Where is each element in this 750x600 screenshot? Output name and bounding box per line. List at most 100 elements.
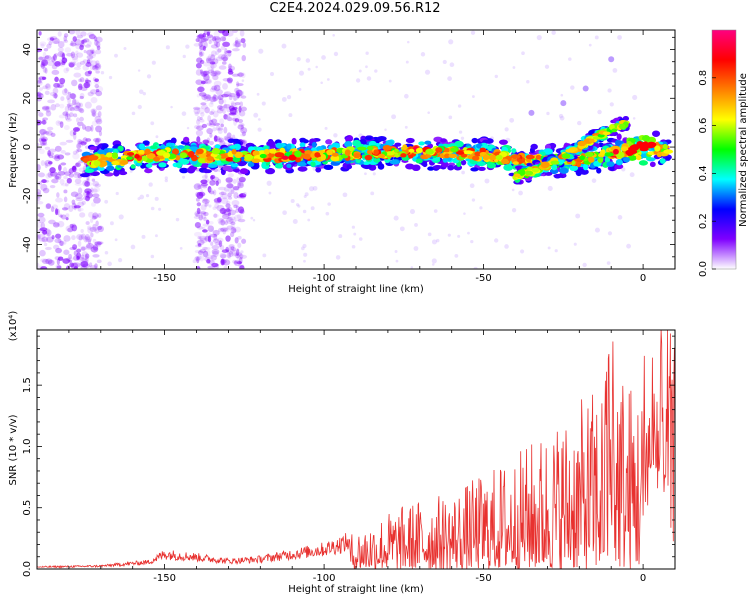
noise-blob — [203, 74, 210, 81]
noise-blob — [239, 193, 247, 198]
noise-blob — [59, 121, 64, 128]
noise-blob — [75, 197, 84, 202]
noise-blob — [57, 31, 62, 37]
noise-blob — [221, 249, 229, 253]
noise-blob — [72, 98, 77, 106]
noise-blob — [210, 68, 215, 75]
noise-blob — [57, 120, 64, 125]
noise-blob — [229, 246, 233, 252]
background-speckle — [484, 178, 490, 184]
background-speckle — [130, 244, 136, 250]
noise-blob — [241, 72, 246, 79]
noise-blob — [69, 262, 75, 268]
main-trace-blob — [294, 150, 302, 158]
noise-blob — [211, 118, 218, 124]
noise-blob — [59, 214, 63, 218]
noise-blob — [60, 162, 67, 166]
noise-blob — [197, 86, 205, 93]
background-speckle — [558, 113, 564, 119]
noise-blob — [57, 46, 64, 53]
noise-blob — [81, 251, 88, 257]
noise-blob — [225, 30, 234, 37]
background-speckle — [114, 53, 118, 58]
background-speckle — [208, 204, 212, 208]
noise-blob — [84, 233, 90, 241]
noise-blob — [37, 147, 42, 151]
noise-blob — [37, 48, 43, 53]
noise-blob — [63, 33, 69, 38]
noise-blob — [200, 51, 205, 57]
background-speckle — [107, 261, 112, 267]
noise-blob — [236, 213, 244, 220]
noise-blob — [85, 195, 90, 202]
noise-blob — [196, 202, 202, 207]
noise-blob — [202, 71, 208, 77]
snr-y-tick-label: 1.0 — [22, 438, 33, 454]
noise-blob — [71, 199, 76, 205]
noise-blob — [95, 36, 103, 43]
noise-blob — [218, 191, 227, 196]
noise-blob — [56, 192, 60, 198]
secondary-trace-blob — [544, 171, 553, 176]
noise-blob — [214, 203, 220, 209]
noise-blob — [225, 208, 231, 213]
noise-blob — [81, 233, 86, 240]
noise-blob — [83, 49, 87, 54]
noise-blob — [235, 205, 240, 210]
main-trace-blob — [400, 153, 407, 158]
noise-blob — [72, 55, 79, 63]
noise-blob — [236, 195, 243, 199]
noise-blob — [195, 129, 204, 137]
noise-blob — [218, 227, 225, 233]
noise-blob — [72, 150, 78, 155]
noise-blob — [38, 137, 43, 143]
noise-blob — [227, 173, 234, 178]
main-trace-blob — [211, 147, 221, 155]
noise-blob — [200, 212, 207, 220]
main-trace-blob — [362, 161, 371, 166]
noise-blob — [79, 77, 85, 83]
noise-blob — [210, 241, 214, 246]
main-trace-blob — [93, 160, 101, 167]
noise-blob — [227, 216, 232, 223]
noise-blob — [97, 111, 102, 118]
upper-trace-point — [560, 100, 567, 107]
main-trace-blob — [288, 154, 297, 161]
noise-blob — [63, 249, 70, 255]
background-speckle — [115, 191, 119, 196]
noise-blob — [53, 82, 60, 88]
noise-blob — [232, 42, 237, 47]
main-trace-blob — [225, 157, 235, 162]
colorbar-tick-label: 0.2 — [698, 213, 709, 229]
main-trace-blob — [559, 167, 569, 174]
noise-blob — [200, 70, 208, 77]
background-speckle — [203, 252, 209, 258]
main-trace-blob — [635, 154, 642, 161]
noise-blob — [220, 254, 227, 259]
noise-blob — [42, 66, 47, 73]
noise-blob — [54, 238, 62, 244]
main-trace-blob — [142, 140, 150, 146]
noise-blob — [200, 104, 209, 110]
noise-blob — [80, 265, 88, 269]
noise-blob — [79, 257, 87, 261]
noise-blob — [197, 236, 202, 240]
background-speckle — [526, 80, 530, 84]
background-speckle — [632, 94, 638, 100]
background-speckle — [305, 58, 311, 63]
noise-blob — [231, 73, 240, 77]
noise-blob — [198, 33, 205, 39]
noise-blob — [213, 30, 220, 38]
noise-blob — [63, 175, 68, 180]
noise-blob — [198, 50, 202, 55]
noise-blob — [207, 69, 215, 73]
noise-blob — [239, 253, 244, 259]
main-trace-blob — [244, 153, 253, 161]
noise-blob — [227, 70, 234, 75]
main-trace-blob — [377, 163, 385, 170]
noise-blob — [227, 254, 231, 260]
noise-blob — [223, 126, 228, 134]
background-speckle — [252, 219, 256, 222]
noise-blob — [206, 55, 212, 63]
background-speckle — [469, 183, 475, 189]
